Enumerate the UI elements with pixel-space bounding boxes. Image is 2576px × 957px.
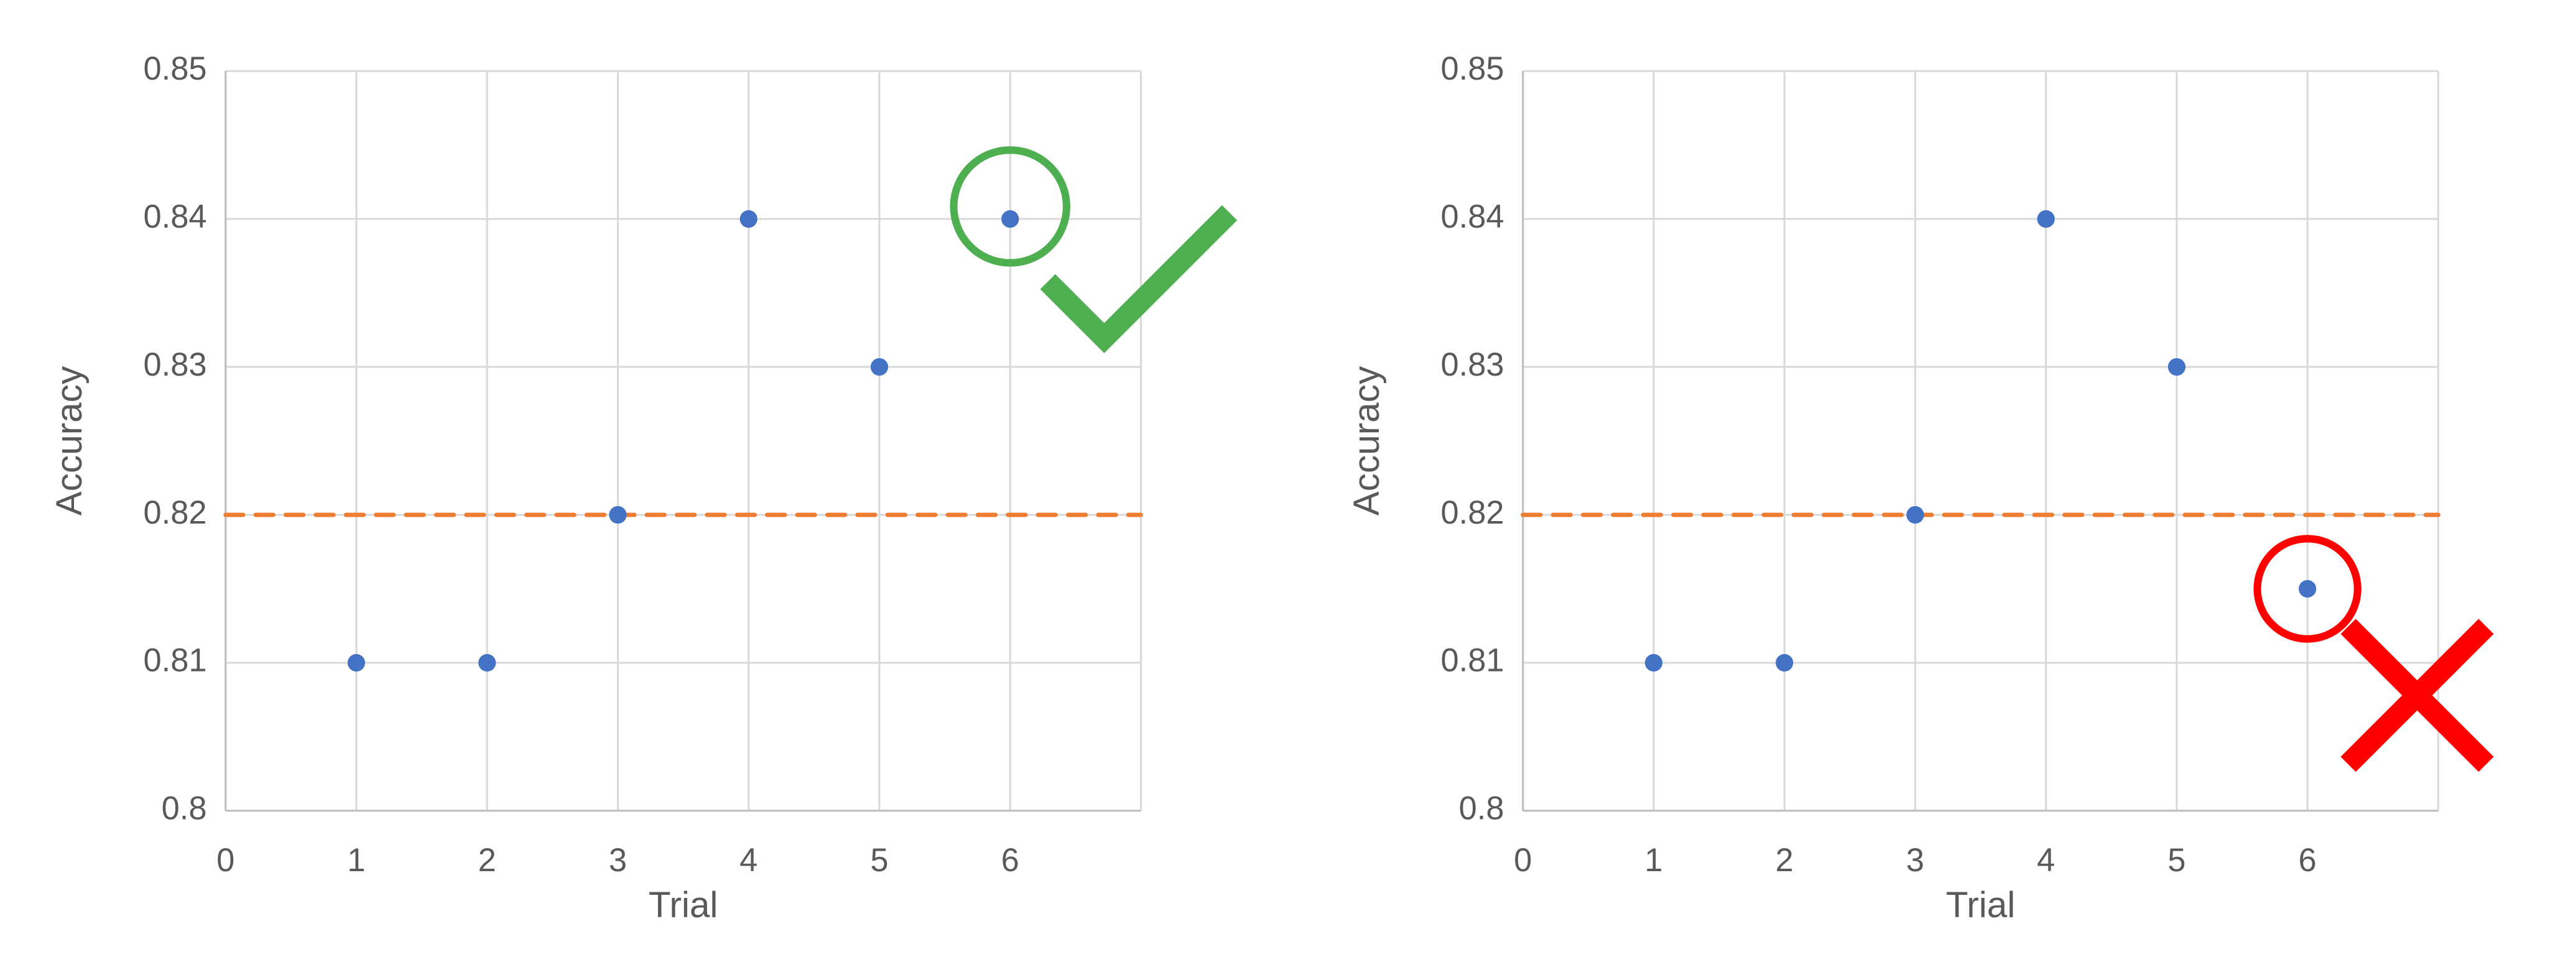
x-tick-label: 0 [216,843,234,879]
y-tick-label: 0.82 [1440,495,1504,531]
y-tick-label: 0.82 [143,495,206,531]
x-tick-label: 2 [478,843,496,879]
data-point [1776,654,1793,672]
data-point [348,654,365,672]
x-axis-label: Trial [1946,885,2015,925]
y-tick-label: 0.81 [1440,643,1504,679]
x-tick-label: 6 [1001,843,1019,879]
left-panel: 0.8 0.81 0.82 0.83 0.84 0.85 0 1 2 3 4 5 6 Trial Accur… [12,6,1260,951]
data-point [1645,654,1662,672]
data-point [1906,506,1924,524]
y-tick-label: 0.8 [1459,791,1504,827]
right-panel: 0.8 0.81 0.82 0.83 0.84 0.85 0 1 2 3 4 5 6 Trial Accur… [1310,6,2557,951]
y-tick-label: 0.83 [143,347,206,383]
y-axis-label: Accuracy [1346,366,1387,515]
y-tick-label: 0.81 [143,643,206,679]
data-point [1001,210,1019,228]
x-tick-label: 2 [1776,843,1794,879]
y-tick-label: 0.85 [1440,51,1504,87]
y-tick-label: 0.84 [1440,199,1504,235]
data-point [871,358,888,376]
x-tick-label: 1 [1644,843,1662,879]
y-tick-label: 0.8 [162,791,207,827]
data-point [478,654,496,672]
x-tick-label: 0 [1514,843,1532,879]
y-axis-label: Accuracy [49,366,90,515]
y-tick-label: 0.84 [143,199,206,235]
data-point [2299,580,2316,598]
x-tick-label: 6 [2299,843,2317,879]
y-tick-label: 0.85 [143,51,206,87]
data-point [2037,210,2055,228]
x-tick-label: 5 [2167,843,2185,879]
figure-row: 0.80.810.820.830.840.850123456TrialAccur… [0,0,2576,957]
data-point [609,506,626,524]
y-tick-label: 0.83 [1440,347,1504,383]
x-tick-label: 5 [870,843,888,879]
data-point [2168,358,2185,376]
x-tick-label: 1 [347,843,365,879]
x-tick-label: 3 [1906,843,1924,879]
right-chart-svg: 0.8 0.81 0.82 0.83 0.84 0.85 0 1 2 3 4 5 6 Trial Accur… [1310,6,2557,951]
x-tick-label: 4 [2037,843,2055,879]
x-axis-label: Trial [649,885,718,925]
x-tick-label: 3 [609,843,627,879]
left-chart-svg: 0.8 0.81 0.82 0.83 0.84 0.85 0 1 2 3 4 5 6 Trial Accur… [12,6,1260,951]
data-point [740,210,758,228]
x-tick-label: 4 [739,843,758,879]
